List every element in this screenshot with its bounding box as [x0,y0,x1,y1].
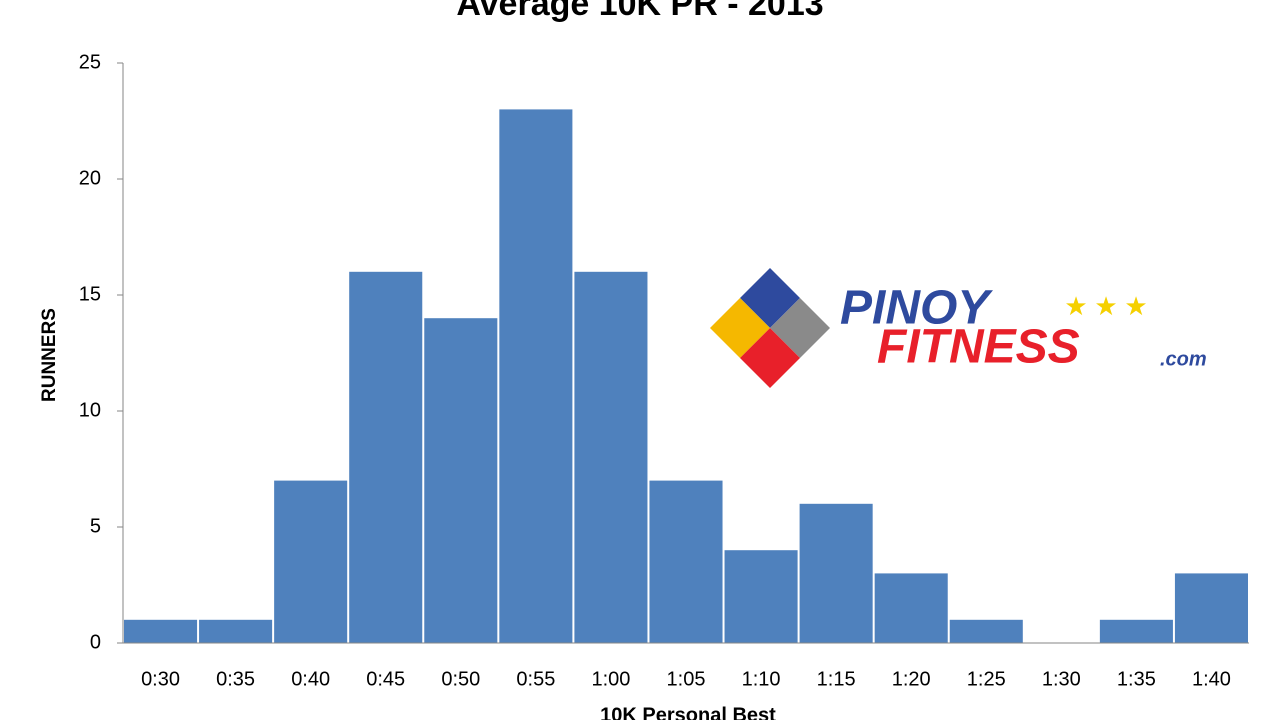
y-tick-label: 25 [79,51,101,73]
y-tick-label: 20 [79,167,101,189]
logo-text: FITNESS [877,321,1080,374]
bar [649,480,723,643]
y-tick-label: 0 [90,631,101,653]
x-tick-label: 0:55 [516,668,555,690]
bar [799,503,873,643]
bar [1099,619,1173,643]
y-tick-label: 5 [90,515,101,537]
bar [499,109,573,643]
x-tick-label: 0:35 [216,668,255,690]
x-tick-label: 1:40 [1192,668,1231,690]
x-tick-label: 1:25 [967,668,1006,690]
x-tick-label: 0:45 [366,668,405,690]
logo-star: ★ [1094,291,1117,321]
y-tick-label: 15 [79,283,101,305]
bar [274,480,348,643]
x-axis-label: 10K Personal Best [600,704,776,720]
bar [724,550,798,643]
bar [949,619,1023,643]
x-tick-label: 1:00 [591,668,630,690]
logo-star: ★ [1064,291,1087,321]
bar [124,619,198,643]
bar [199,619,273,643]
x-tick-label: 1:20 [892,668,931,690]
bar [1174,573,1248,643]
bar [424,318,498,643]
x-tick-label: 0:30 [141,668,180,690]
x-tick-label: 1:30 [1042,668,1081,690]
x-tick-label: 0:50 [441,668,480,690]
logo: PINOY FITNESS .com ★ ★ ★ [710,268,1207,388]
chart-title: Average 10K PR - 2013 [456,0,823,23]
x-tick-label: 1:35 [1117,668,1156,690]
x-tick-label: 1:15 [817,668,856,690]
x-tick-label: 1:10 [742,668,781,690]
logo-text: .com [1160,348,1207,370]
logo-icon [740,328,800,388]
y-axis-label: RUNNERS [39,308,60,402]
logo-text: PINOY [840,282,993,335]
bar [574,271,648,643]
x-tick-label: 0:40 [291,668,330,690]
y-tick-label: 10 [79,399,101,421]
logo-star: ★ [1124,291,1147,321]
bar [874,573,948,643]
bar [349,271,423,643]
x-tick-label: 1:05 [667,668,706,690]
